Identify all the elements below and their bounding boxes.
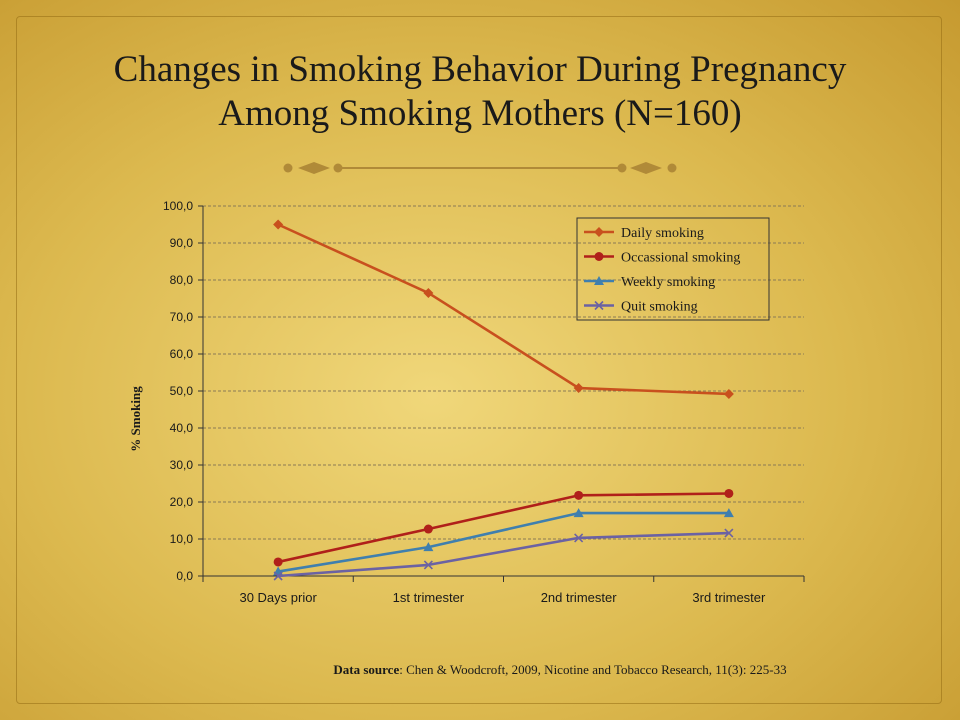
data-point (273, 219, 284, 230)
legend-marker (594, 300, 604, 311)
series-line (278, 531, 729, 578)
title-line-2: Among Smoking Mothers (N=160) (218, 93, 742, 134)
legend-box (576, 217, 770, 321)
data-point (423, 287, 434, 298)
data-point (423, 542, 434, 552)
data-point (574, 533, 584, 543)
data-point (724, 528, 734, 538)
slide-frame (16, 16, 942, 704)
data-source-label: Data source (333, 662, 400, 677)
x-tick-label: 3rd trimester (692, 590, 766, 605)
y-tick-label: 30,0 (170, 458, 194, 472)
data-point (423, 524, 433, 534)
series-2 (273, 488, 734, 567)
legend-label: Daily smoking (621, 226, 704, 241)
data-point (423, 560, 433, 570)
y-tick-label: 10,0 (170, 532, 194, 546)
y-tick-label: 0,0 (176, 569, 193, 583)
x-tick-label: 30 Days prior (239, 590, 317, 605)
series-1 (273, 219, 734, 399)
series-3 (273, 508, 734, 576)
legend-marker (594, 227, 604, 237)
data-point (273, 571, 283, 581)
legend-label: Occassional smoking (621, 251, 740, 266)
y-tick-label: 40,0 (170, 421, 194, 435)
y-tick-label: 50,0 (170, 384, 194, 398)
y-tick-label: 70,0 (170, 310, 194, 324)
data-point (574, 490, 584, 500)
y-tick-label: 100,0 (163, 199, 193, 213)
y-axis-label: % Smoking (128, 386, 143, 452)
legend-label: Weekly smoking (621, 275, 715, 290)
x-tick-label: 1st trimester (393, 590, 465, 605)
x-tick-label: 2nd trimester (541, 590, 618, 605)
y-tick-label: 90,0 (170, 236, 194, 250)
series-line (277, 223, 729, 396)
data-point (723, 388, 734, 399)
data-source-text: : Chen & Woodcroft, 2009, Nicotine and T… (399, 662, 787, 677)
legend-label: Quit smoking (621, 300, 698, 315)
series-line (277, 511, 729, 573)
data-point (273, 557, 283, 567)
legend-marker (594, 252, 604, 261)
data-point (723, 508, 734, 518)
title-ornament (283, 162, 677, 174)
data-point (573, 383, 584, 394)
slide-title: Changes in Smoking Behavior During Pregn… (0, 48, 960, 136)
series-4 (273, 528, 734, 581)
title-line-1: Changes in Smoking Behavior During Pregn… (113, 49, 847, 90)
y-tick-label: 20,0 (170, 495, 194, 509)
data-point (724, 488, 734, 498)
y-tick-label: 80,0 (170, 273, 194, 287)
data-source-note: Data source: Chen & Woodcroft, 2009, Nic… (0, 662, 960, 678)
series-line (277, 492, 729, 564)
legend-marker (594, 276, 604, 285)
data-point (573, 508, 584, 518)
y-tick-label: 60,0 (170, 347, 194, 361)
